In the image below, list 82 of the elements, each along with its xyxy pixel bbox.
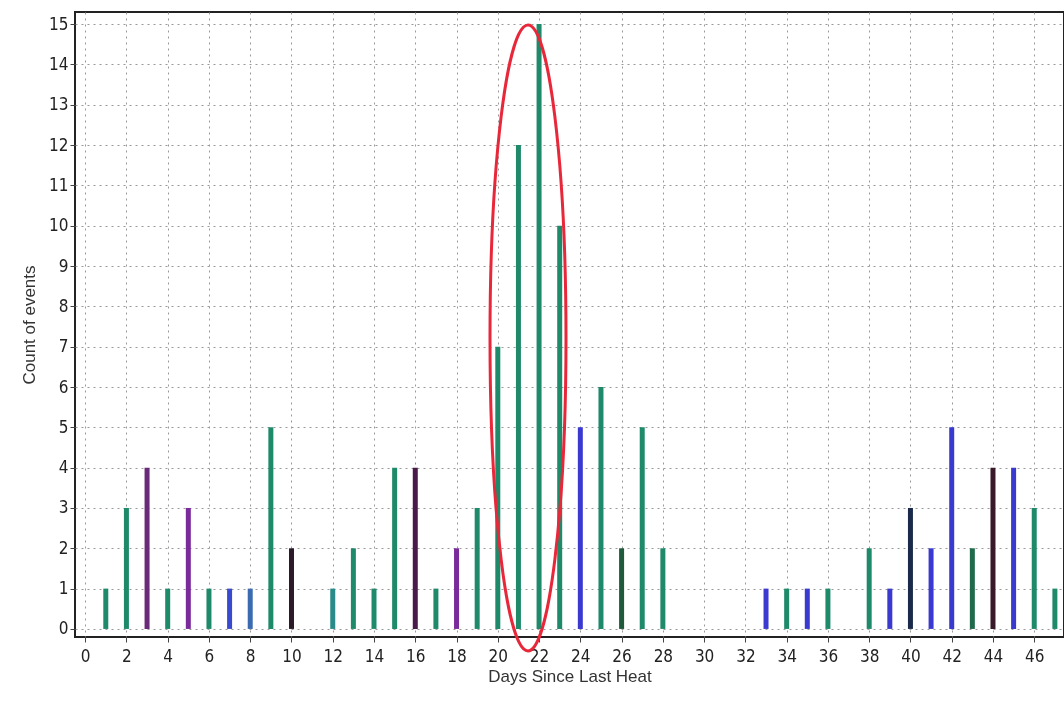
x-tick-label: 6 [204,645,215,666]
y-tick-label: 8 [58,295,69,316]
bar [330,588,336,629]
bar [206,588,212,629]
x-tick-label: 30 [694,645,715,666]
x-tick-label: 14 [364,645,385,666]
x-tick-label: 42 [942,645,962,666]
x-tick-label: 32 [736,645,756,666]
bar [784,588,790,629]
y-tick-label: 11 [49,174,69,195]
bar [990,467,996,629]
bar [928,548,934,629]
bar [268,427,274,629]
y-tick-label: 15 [49,13,69,34]
x-tick-label: 8 [245,645,256,666]
x-tick-label: 12 [323,645,343,666]
bar [454,548,460,629]
bar [1052,588,1058,629]
y-tick-label: 7 [58,336,69,357]
x-tick-label: 2 [122,645,132,666]
y-axis-title: Count of events [20,265,40,385]
y-tick-label: 12 [49,134,69,155]
bar [247,588,253,629]
y-tick-label: 5 [58,416,69,437]
bar [598,387,604,629]
y-tick-label: 2 [58,537,69,558]
x-tick-label: 34 [777,645,797,666]
bar [433,588,439,629]
bar [804,588,810,629]
y-tick-label: 13 [49,94,69,115]
x-tick-label: 22 [529,645,550,666]
bar [288,548,294,629]
x-tick-label: 20 [488,645,509,666]
bar [1011,467,1017,629]
y-tick-label: 3 [58,497,69,518]
x-tick-label: 0 [80,645,91,666]
x-tick-label: 18 [447,645,467,666]
y-tick-label: 14 [49,53,69,74]
x-axis-title: Days Since Last Heat [488,666,653,686]
bar [103,588,109,629]
x-tick-label: 24 [571,645,591,666]
bar [825,588,831,629]
x-tick-label: 16 [406,645,426,666]
bar [887,588,893,629]
y-tick-label: 4 [58,457,69,478]
x-tick-label: 26 [612,645,632,666]
bar [660,548,666,629]
x-tick-label: 4 [163,645,174,666]
bar [619,548,625,629]
x-tick-label: 44 [983,645,1004,666]
x-tick-label: 38 [859,645,880,666]
y-tick-label: 10 [49,215,69,236]
bar [536,24,542,629]
bar [371,588,377,629]
x-tick-label: 28 [653,645,674,666]
bar [350,548,356,629]
bar [474,507,480,629]
x-tick-label: 46 [1025,645,1045,666]
bar [515,145,521,629]
bar [969,548,975,629]
bar [866,548,872,629]
y-tick-label: 0 [58,618,69,639]
bar [123,507,129,629]
bar [392,467,398,629]
bar [949,427,955,629]
bar [1031,507,1037,629]
bar [227,588,233,629]
bar [763,588,769,629]
x-tick-label: 10 [282,645,302,666]
y-tick-label: 6 [58,376,69,397]
bar [185,507,191,629]
bar [165,588,171,629]
x-tick-label: 40 [901,645,921,666]
bar [639,427,645,629]
bar [907,507,913,629]
bar [577,427,583,629]
bar [144,467,150,629]
y-tick-label: 9 [58,255,69,276]
x-tick-label: 36 [818,645,839,666]
bar [557,225,563,629]
bar [412,467,418,629]
y-tick-label: 1 [58,578,69,599]
